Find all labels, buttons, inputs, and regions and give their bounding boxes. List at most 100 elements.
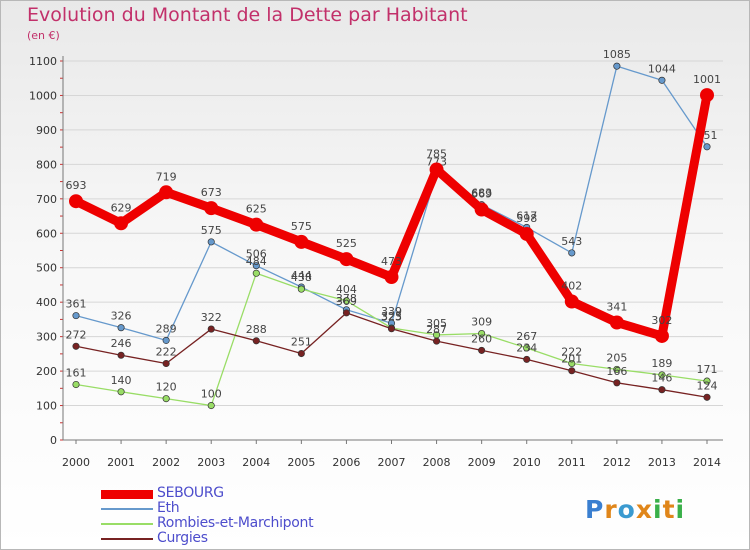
data-label: 719 xyxy=(156,170,177,183)
legend-label: Rombies-et-Marchipont xyxy=(157,515,314,531)
logo-letter: i xyxy=(653,495,663,524)
data-point xyxy=(252,262,260,270)
data-point xyxy=(568,367,576,375)
data-point xyxy=(339,252,354,267)
data-label: 625 xyxy=(246,203,267,216)
data-point xyxy=(429,162,444,177)
data-point xyxy=(568,249,576,257)
chart-title: Evolution du Montant de la Dette par Hab… xyxy=(27,4,468,26)
y-tick-label: 600 xyxy=(36,227,57,240)
data-label: 506 xyxy=(246,248,267,261)
data-point xyxy=(658,386,666,394)
data-point xyxy=(159,185,174,200)
data-label: 234 xyxy=(516,341,537,354)
x-tick-label: 2008 xyxy=(423,456,451,469)
data-point xyxy=(252,337,260,345)
x-tick-label: 2002 xyxy=(152,456,180,469)
x-tick-label: 2013 xyxy=(648,456,676,469)
data-point xyxy=(117,324,125,332)
data-label: 146 xyxy=(651,372,672,385)
y-tick-label: 0 xyxy=(50,434,57,447)
logo-letter: r xyxy=(604,495,618,524)
data-label: 629 xyxy=(111,201,132,214)
data-label: 669 xyxy=(471,187,492,200)
data-point xyxy=(72,380,80,389)
data-point xyxy=(249,217,264,232)
data-label: 683 xyxy=(471,187,492,200)
x-tick-label: 2001 xyxy=(107,456,135,469)
data-label: 140 xyxy=(111,374,132,387)
data-point xyxy=(433,337,441,345)
data-label: 302 xyxy=(651,314,672,327)
data-point xyxy=(564,294,579,309)
legend-label: SEBOURG xyxy=(157,485,224,501)
x-tick-label: 2003 xyxy=(197,456,225,469)
legend-swatch xyxy=(101,489,153,499)
data-point xyxy=(700,88,714,103)
data-label: 404 xyxy=(336,283,357,296)
data-point xyxy=(384,270,399,285)
legend-swatch xyxy=(101,508,153,510)
data-point xyxy=(204,201,219,216)
data-label: 189 xyxy=(651,357,672,370)
data-label: 124 xyxy=(697,379,718,392)
y-tick-label: 300 xyxy=(36,331,57,344)
y-tick-label: 900 xyxy=(36,124,57,137)
data-point xyxy=(613,379,621,387)
data-label: 100 xyxy=(201,388,222,401)
data-label: 617 xyxy=(516,209,537,222)
data-label: 272 xyxy=(66,328,87,341)
logo-letter: P xyxy=(585,495,605,524)
data-label: 205 xyxy=(606,351,627,364)
data-label: 341 xyxy=(606,301,627,314)
data-point xyxy=(613,365,621,373)
legend-item: SEBOURG xyxy=(101,485,341,501)
data-point xyxy=(568,359,576,368)
data-label: 673 xyxy=(201,186,222,199)
data-point xyxy=(342,297,350,305)
data-point xyxy=(523,344,531,352)
data-point xyxy=(523,355,531,363)
data-label: 339 xyxy=(381,305,402,318)
proxiti-logo: Proxiti xyxy=(585,495,685,524)
legend-swatch xyxy=(101,523,153,525)
data-label: 322 xyxy=(201,311,222,324)
data-label: 543 xyxy=(561,235,582,248)
data-label: 361 xyxy=(66,298,87,311)
logo-letter: i xyxy=(675,495,686,524)
legend-label: Eth xyxy=(157,500,180,516)
data-point xyxy=(658,76,666,84)
x-tick-label: 2011 xyxy=(558,456,586,469)
data-label: 305 xyxy=(426,317,447,330)
data-label: 325 xyxy=(381,310,402,323)
y-tick-label: 400 xyxy=(36,296,57,309)
data-label: 1044 xyxy=(648,62,676,75)
logo-letter: o xyxy=(617,495,636,524)
data-point xyxy=(519,226,534,241)
data-label: 1001 xyxy=(693,73,721,86)
data-label: 171 xyxy=(697,363,718,376)
data-label: 525 xyxy=(336,237,357,250)
data-point xyxy=(114,216,129,231)
data-point xyxy=(474,202,489,217)
x-tick-label: 2007 xyxy=(378,456,406,469)
data-point xyxy=(117,351,125,359)
data-point xyxy=(478,329,486,338)
data-label: 369 xyxy=(336,295,357,308)
x-tick-label: 2009 xyxy=(468,456,496,469)
data-point xyxy=(387,325,396,333)
data-label: 260 xyxy=(471,332,492,345)
series-line xyxy=(75,65,708,342)
data-label: 326 xyxy=(111,310,132,323)
data-point xyxy=(613,62,621,70)
x-tick-label: 2005 xyxy=(287,456,315,469)
y-tick-label: 800 xyxy=(36,158,57,171)
data-label: 201 xyxy=(561,353,582,366)
x-tick-label: 2012 xyxy=(603,456,631,469)
data-point xyxy=(207,401,215,410)
data-point xyxy=(69,194,83,209)
data-point xyxy=(703,377,711,385)
data-label: 1085 xyxy=(603,48,631,61)
